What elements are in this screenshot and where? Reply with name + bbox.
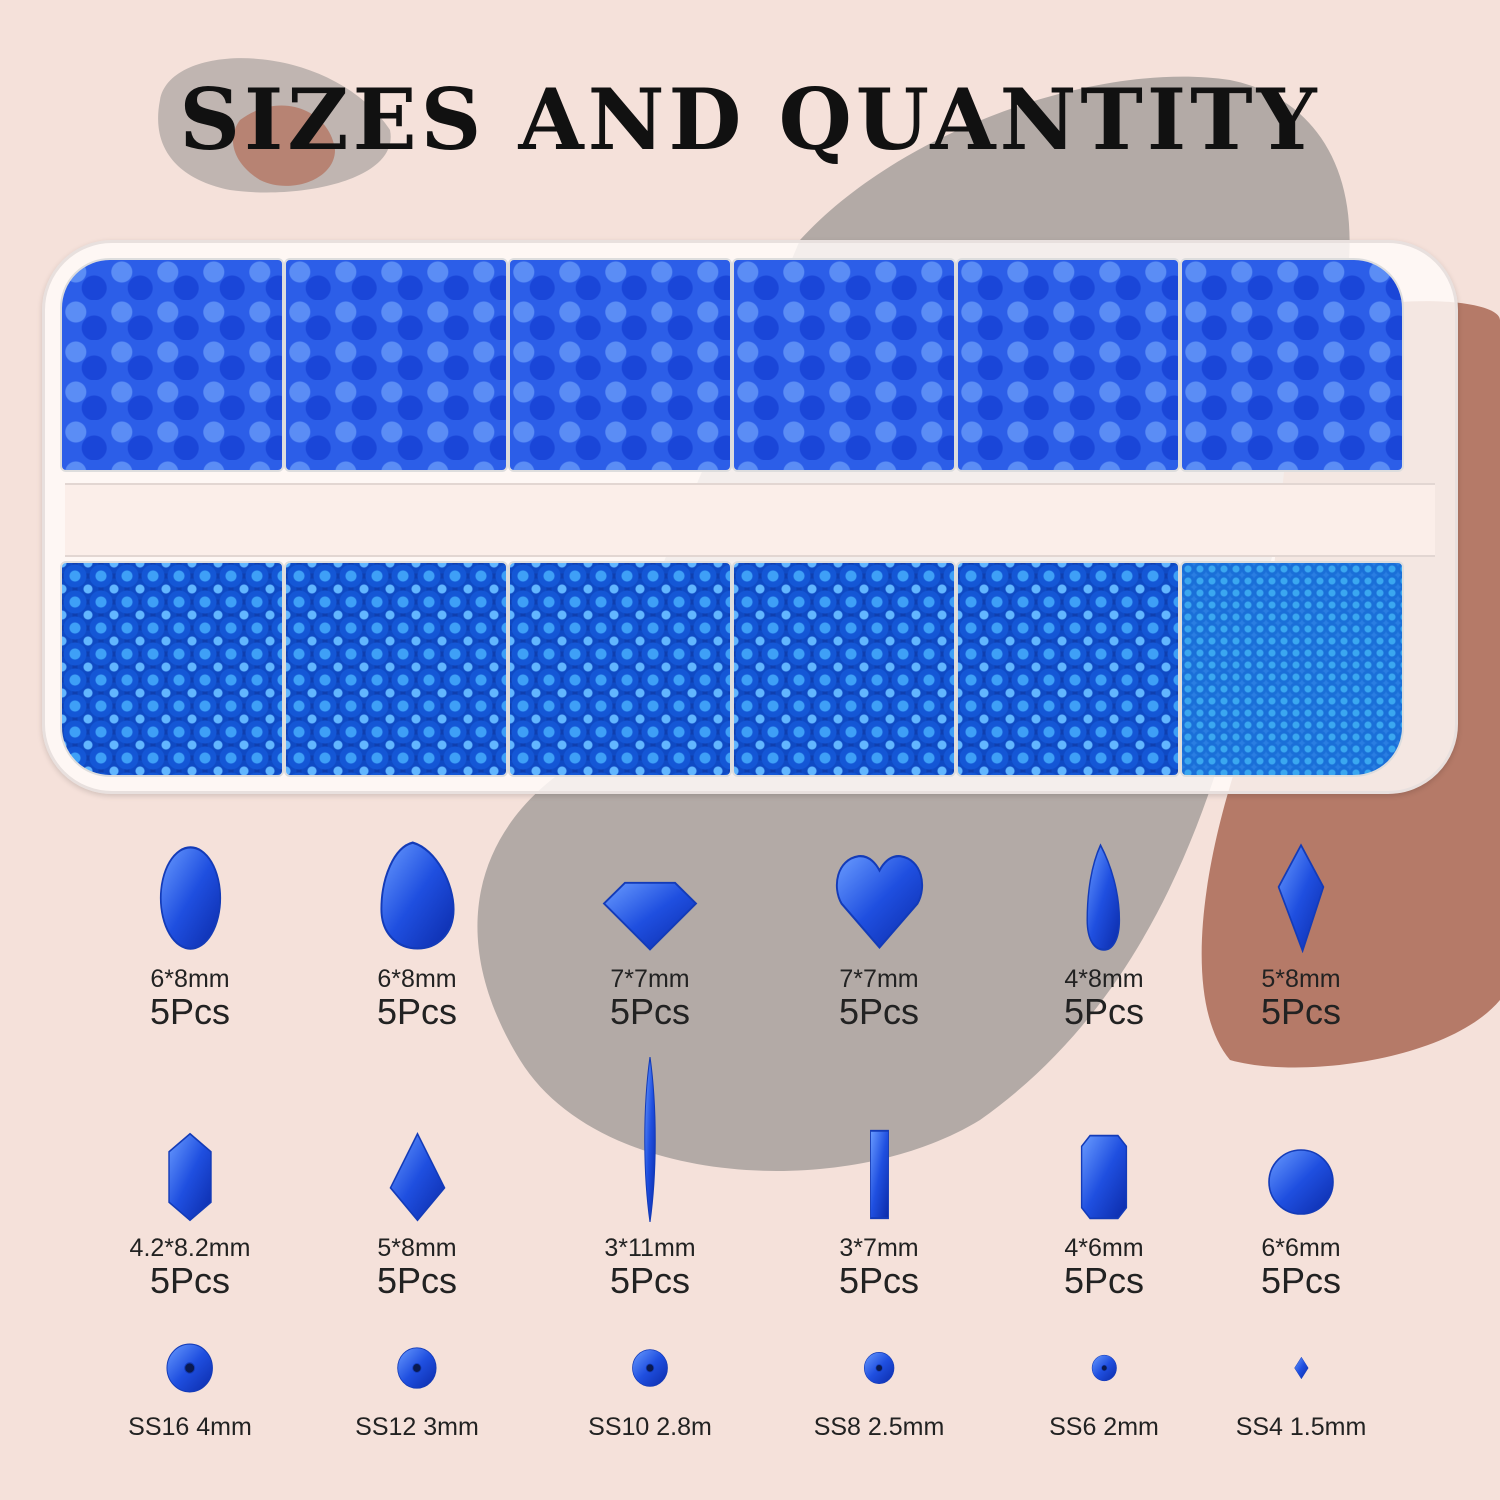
gem-size-label: 4.2*8.2mm: [129, 1234, 251, 1262]
gem-size-item: 7*7mm 5Pcs: [769, 843, 989, 1030]
rhombus-gem-icon: [389, 1132, 445, 1222]
gem-quantity-label: 5Pcs: [376, 991, 458, 1032]
flatback-gem-icon: [632, 1349, 668, 1387]
gem-size-item: 4*6mm 5Pcs: [994, 1132, 1214, 1299]
tray-compartment: [956, 258, 1180, 472]
gem-size-item: 4.2*8.2mm 5Pcs: [80, 1132, 300, 1299]
diamond-gem-icon: [602, 881, 698, 951]
rhinestone-storage-tray: [42, 240, 1458, 794]
flatback-gem-icon: [1091, 1354, 1117, 1382]
gem-quantity-label: 5Pcs: [1063, 991, 1145, 1032]
gem-size-label: 6*6mm: [1261, 1234, 1341, 1262]
chaton-gem-icon: [1293, 1356, 1309, 1380]
rhinestone-size-label: SS10 2.8m: [588, 1413, 712, 1441]
flatback-gem-icon: [863, 1352, 895, 1384]
round-gem-icon: [1268, 1149, 1334, 1215]
tray-compartment: [60, 258, 284, 472]
page-title: SIZES AND QUANTITY: [179, 70, 1321, 169]
gem-size-label: 5*8mm: [1261, 965, 1341, 993]
rhinestone-size-label: SS4 1.5mm: [1235, 1413, 1367, 1441]
rhinestone-size-label: SS6 2mm: [1049, 1413, 1159, 1441]
flatback-gem-icon: [166, 1343, 214, 1393]
gem-quantity-label: 5Pcs: [609, 1260, 691, 1301]
gem-size-label: 6*8mm: [150, 965, 230, 993]
drop-gem-icon: [379, 841, 455, 950]
gem-quantity-label: 5Pcs: [376, 1260, 458, 1301]
octagon-gem-icon: [1080, 1134, 1128, 1220]
gem-size-label: 7*7mm: [610, 965, 690, 993]
round-rhinestone-item: SS6 2mm: [994, 1354, 1214, 1441]
gem-size-label: 4*6mm: [1064, 1234, 1144, 1262]
gem-size-label: 7*7mm: [839, 965, 919, 993]
gem-size-item: 6*8mm 5Pcs: [80, 843, 300, 1030]
gem-quantity-label: 5Pcs: [838, 991, 920, 1032]
rhinestone-size-label: SS16 4mm: [128, 1413, 252, 1441]
round-rhinestone-item: SS4 1.5mm: [1191, 1356, 1411, 1441]
hexagon-gem-icon: [168, 1132, 212, 1222]
round-rhinestone-item: SS12 3mm: [307, 1346, 527, 1441]
tray-compartment: [284, 561, 508, 777]
tray-compartment: [732, 561, 956, 777]
tray-compartment: [508, 561, 732, 777]
tray-compartment: [508, 258, 732, 472]
tray-divider: [65, 483, 1435, 557]
gem-size-item: 3*7mm 5Pcs: [769, 1127, 989, 1299]
navette-gem-icon: [644, 1057, 656, 1222]
gem-size-label: 3*7mm: [839, 1234, 919, 1262]
oval-gem-icon: [159, 846, 221, 950]
rhinestone-size-label: SS8 2.5mm: [813, 1413, 945, 1441]
heart-gem-icon: [835, 855, 923, 950]
gem-size-item: 5*8mm 5Pcs: [307, 1132, 527, 1299]
tray-compartment: [284, 258, 508, 472]
tray-compartment: [956, 561, 1180, 777]
tray-compartment: [1180, 258, 1404, 472]
gem-quantity-label: 5Pcs: [149, 1260, 231, 1301]
gem-quantity-label: 5Pcs: [609, 991, 691, 1032]
gem-size-item: 7*7mm 5Pcs: [540, 863, 760, 1030]
gem-size-label: 5*8mm: [377, 1234, 457, 1262]
gem-quantity-label: 5Pcs: [1260, 1260, 1342, 1301]
baguette-gem-icon: [869, 1129, 889, 1220]
gem-quantity-label: 5Pcs: [1260, 991, 1342, 1032]
gem-size-label: 3*11mm: [604, 1234, 696, 1262]
gem-size-item: 6*6mm 5Pcs: [1191, 1142, 1411, 1299]
round-rhinestone-item: SS10 2.8m: [540, 1348, 760, 1441]
gem-size-label: 4*8mm: [1064, 965, 1144, 993]
round-rhinestone-item: SS8 2.5mm: [769, 1351, 989, 1441]
gem-size-item: 5*8mm 5Pcs: [1191, 843, 1411, 1030]
tray-compartment: [732, 258, 956, 472]
teardrop-gem-icon: [1086, 843, 1121, 951]
gem-quantity-label: 5Pcs: [838, 1260, 920, 1301]
gem-size-item: 3*11mm 5Pcs: [540, 1057, 760, 1299]
tray-compartment: [60, 561, 284, 777]
kite-gem-icon: [1277, 843, 1325, 953]
round-rhinestone-item: SS16 4mm: [80, 1342, 300, 1441]
gem-quantity-label: 5Pcs: [1063, 1260, 1145, 1301]
gem-quantity-label: 5Pcs: [149, 991, 231, 1032]
gem-size-label: 6*8mm: [377, 965, 457, 993]
rhinestone-size-label: SS12 3mm: [355, 1413, 479, 1441]
tray-compartment: [1180, 561, 1404, 777]
gem-size-item: 4*8mm 5Pcs: [994, 843, 1214, 1030]
flatback-gem-icon: [397, 1347, 437, 1389]
gem-size-item: 6*8mm 5Pcs: [307, 838, 527, 1030]
